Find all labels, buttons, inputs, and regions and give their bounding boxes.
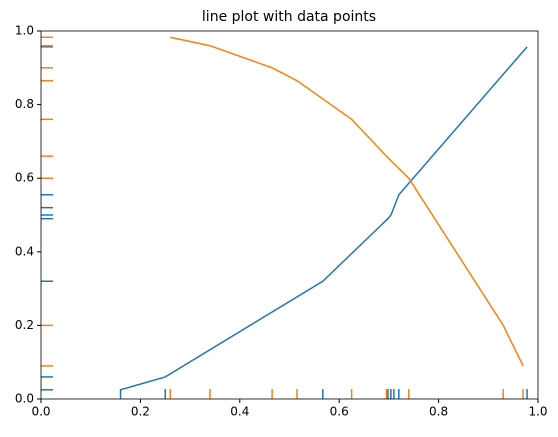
x-tick-label: 0.4	[230, 405, 249, 419]
y-tick-label: 0.0	[15, 392, 34, 406]
chart-title: line plot with data points	[202, 9, 376, 25]
y-tick-label: 0.4	[15, 244, 34, 258]
y-tick-label: 1.0	[15, 24, 34, 38]
line	[170, 36, 524, 367]
line	[120, 46, 528, 391]
x-tick-label: 1.0	[528, 405, 547, 419]
y-tick-label: 0.6	[15, 171, 34, 185]
x-tick-label: 0.2	[131, 405, 150, 419]
x-tick-label: 0.0	[31, 405, 50, 419]
x-tick-label: 0.8	[429, 405, 448, 419]
y-tick-label: 0.8	[15, 97, 34, 111]
x-tick-label: 0.6	[330, 405, 349, 419]
y-tick-label: 0.2	[15, 318, 34, 332]
plot-frame	[40, 30, 539, 400]
